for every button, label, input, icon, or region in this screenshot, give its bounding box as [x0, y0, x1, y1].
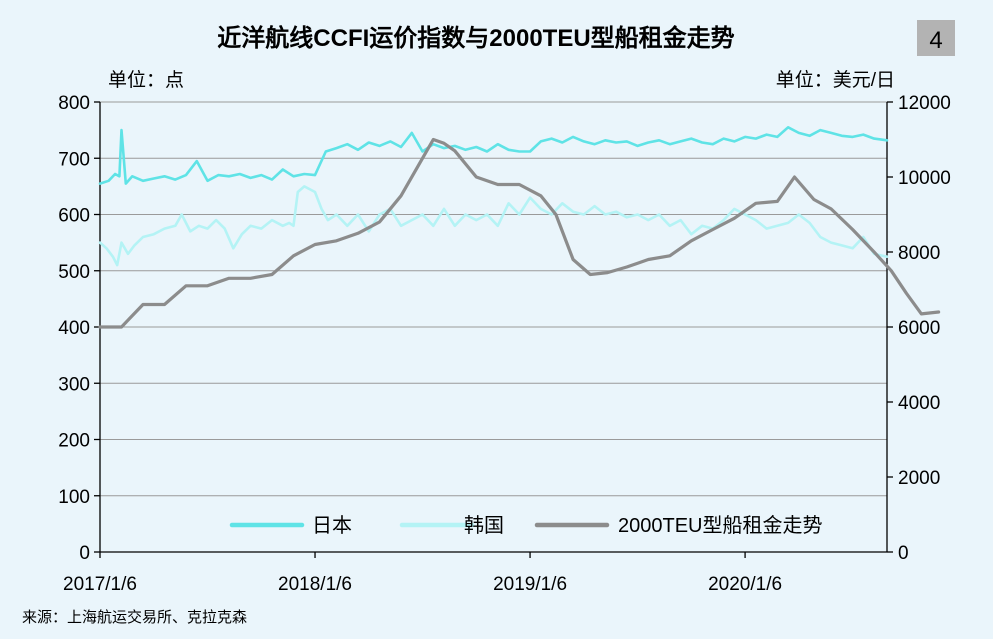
right-unit-label: 单位：美元/日 — [776, 69, 895, 91]
legend-label-0: 日本 — [312, 514, 352, 537]
x-tick-label: 2019/1/6 — [493, 574, 567, 595]
left-tick-label: 100 — [58, 487, 90, 508]
series-line-1 — [98, 185, 889, 267]
chart-number-badge — [917, 20, 955, 56]
left-tick-label: 600 — [58, 206, 90, 227]
legend-label-2: 2000TEU型船租金走势 — [618, 514, 823, 537]
left-tick-label: 400 — [58, 318, 90, 339]
chart-number-text: 4 — [929, 27, 942, 54]
chart-title: 近洋航线CCFI运价指数与2000TEU型船租金走势 — [217, 24, 734, 52]
x-tick-label: 2020/1/6 — [708, 574, 782, 595]
legend-label-1: 韩国 — [464, 514, 504, 537]
right-tick-label: 8000 — [898, 243, 940, 264]
axes: 0100200300400500600700800020004000600080… — [58, 93, 951, 595]
right-tick-label: 4000 — [898, 393, 940, 414]
right-tick-label: 6000 — [898, 318, 940, 339]
left-tick-label: 500 — [58, 262, 90, 283]
left-tick-label: 0 — [79, 543, 90, 564]
series-line-2 — [98, 137, 941, 329]
series-line-0 — [98, 126, 889, 185]
x-tick-label: 2017/1/6 — [63, 574, 137, 595]
right-tick-label: 2000 — [898, 468, 940, 489]
right-tick-label: 0 — [898, 543, 909, 564]
right-tick-label: 10000 — [898, 168, 951, 189]
left-unit-label: 单位：点 — [108, 69, 184, 91]
left-tick-label: 700 — [58, 149, 90, 170]
left-tick-label: 200 — [58, 431, 90, 452]
legend: 日本 韩国 2000TEU型船租金走势 — [229, 514, 823, 537]
source-note: 来源：上海航运交易所、克拉克森 — [22, 608, 247, 626]
left-tick-label: 800 — [58, 93, 90, 114]
x-tick-label: 2018/1/6 — [278, 574, 352, 595]
series — [98, 126, 941, 329]
right-tick-label: 12000 — [898, 93, 951, 114]
gridlines — [100, 101, 887, 497]
left-tick-label: 300 — [58, 374, 90, 395]
